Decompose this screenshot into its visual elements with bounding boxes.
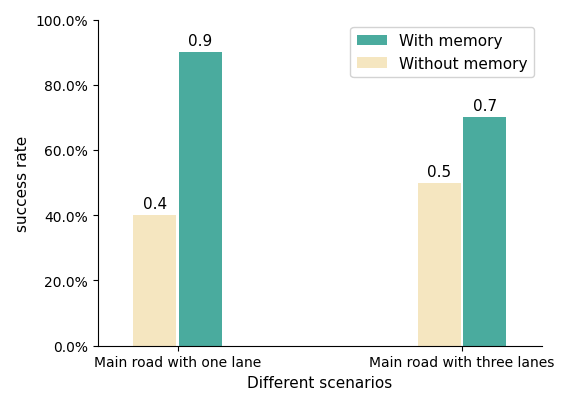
Bar: [463, 118, 506, 346]
Bar: [178, 53, 222, 346]
Bar: [133, 216, 176, 346]
X-axis label: Different scenarios: Different scenarios: [247, 375, 392, 390]
Legend: With memory, Without memory: With memory, Without memory: [351, 28, 534, 78]
Text: 0.4: 0.4: [142, 197, 167, 212]
Y-axis label: success rate: success rate: [15, 135, 30, 231]
Text: 0.5: 0.5: [427, 164, 451, 179]
Text: 0.7: 0.7: [473, 99, 497, 114]
Text: 0.9: 0.9: [188, 34, 213, 49]
Bar: [418, 183, 461, 346]
